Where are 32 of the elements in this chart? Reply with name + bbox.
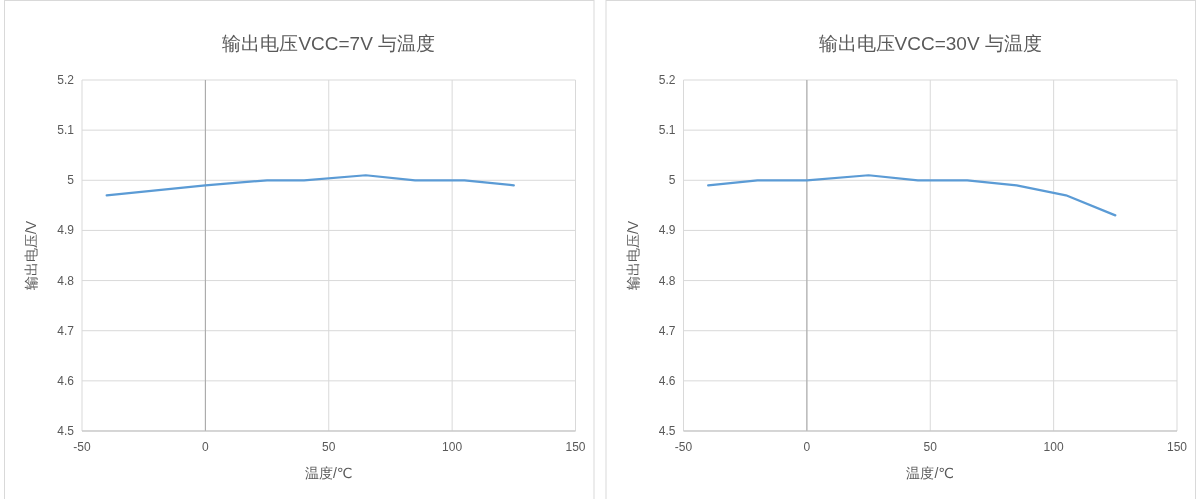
- y-tick-label: 4.7: [57, 323, 75, 338]
- y-tick-label: 4.8: [57, 273, 75, 288]
- x-tick-label: 50: [923, 440, 938, 454]
- y-tick-label: 4.9: [57, 223, 75, 238]
- y-tick-label: 4.5: [57, 424, 75, 438]
- y-tick-label: 4.5: [658, 424, 676, 438]
- y-axis-title: 输出电压/V: [624, 220, 641, 291]
- chart-title: 输出电压VCC=30V 与温度: [818, 33, 1042, 54]
- x-tick-label: -50: [73, 440, 91, 454]
- y-tick-label: 4.6: [658, 373, 676, 388]
- y-tick-label: 5: [67, 173, 75, 188]
- y-tick-label: 5.1: [57, 123, 75, 138]
- x-tick-label: 0: [202, 440, 210, 454]
- y-tick-label: 5.1: [658, 123, 676, 138]
- y-tick-label: 4.7: [658, 323, 676, 338]
- x-tick-label: 50: [322, 440, 336, 454]
- x-tick-label: 100: [1043, 440, 1064, 454]
- x-tick-label: 150: [565, 440, 586, 454]
- x-tick-label: -50: [674, 440, 693, 454]
- y-tick-label: 4.9: [658, 223, 676, 238]
- y-tick-label: 4.8: [658, 273, 676, 288]
- x-axis-title: 温度/℃: [304, 465, 353, 481]
- chart-title: 输出电压VCC=7V 与温度: [222, 33, 436, 54]
- x-tick-label: 150: [1166, 440, 1188, 454]
- x-tick-label: 0: [803, 440, 811, 454]
- y-tick-label: 5.2: [57, 73, 75, 87]
- y-tick-label: 4.6: [57, 373, 75, 388]
- y-tick-label: 5: [668, 173, 676, 188]
- x-tick-label: 100: [442, 440, 463, 454]
- y-axis-title: 输出电压/V: [23, 220, 39, 291]
- y-tick-label: 5.2: [658, 73, 676, 87]
- x-axis-title: 温度/℃: [906, 465, 955, 481]
